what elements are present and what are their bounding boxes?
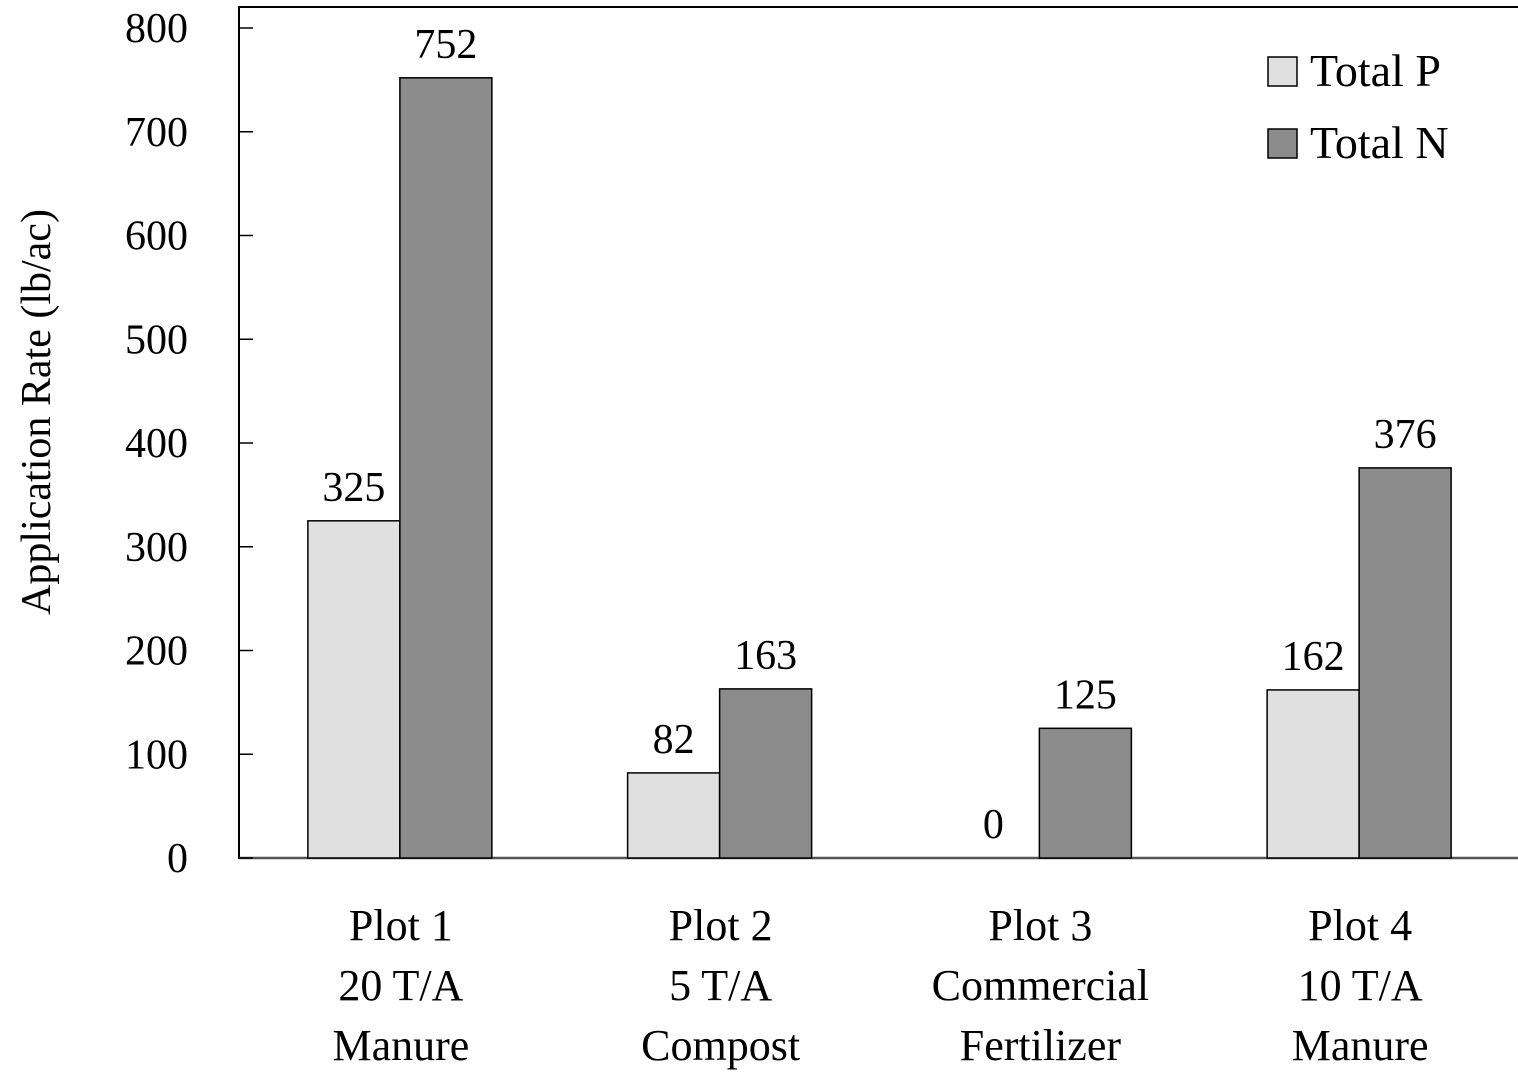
x-category-line: 5 T/A (669, 961, 772, 1010)
data-label: 125 (1054, 672, 1117, 718)
x-category-label: Plot 2 5 T/A Compost (641, 901, 800, 1070)
x-category-line: 20 T/A (338, 961, 463, 1010)
x-category-label: Plot 4 10 T/A Manure (1292, 901, 1429, 1070)
x-category-line: Plot 4 (1308, 901, 1412, 950)
y-tick-label: 500 (125, 317, 188, 363)
y-axis-label: Application Rate (lb/ac) (14, 209, 60, 615)
bar-total-p (1266, 689, 1360, 859)
bar-total-n (718, 688, 813, 859)
data-label: 325 (322, 465, 385, 511)
x-category-line: Compost (641, 1021, 800, 1070)
y-tick-label: 300 (125, 525, 188, 571)
x-category-line: Plot 3 (988, 901, 1092, 950)
y-tick-label: 400 (125, 421, 188, 467)
data-label: 163 (734, 633, 797, 679)
x-category-line: 10 T/A (1298, 961, 1423, 1010)
y-axis: 0 100 200 300 400 500 600 700 800 (125, 6, 253, 882)
y-tick-label: 800 (125, 6, 188, 52)
legend-label: Total P (1310, 45, 1441, 96)
x-category-label: Plot 1 20 T/A Manure (332, 901, 469, 1070)
legend-label: Total N (1310, 117, 1449, 168)
data-labels: 325 752 82 163 0 125 162 376 (322, 22, 1436, 848)
bar-total-n (1358, 467, 1452, 859)
data-label: 376 (1374, 412, 1437, 458)
x-category-line: Plot 2 (669, 901, 773, 950)
x-category-line: Fertilizer (960, 1021, 1122, 1070)
y-tick-label: 600 (125, 214, 188, 260)
x-category-line: Plot 1 (349, 901, 453, 950)
bar-total-p (307, 520, 401, 859)
data-label: 82 (653, 717, 695, 763)
y-tick-label: 200 (125, 629, 188, 675)
legend-swatch (1267, 56, 1298, 87)
y-tick-label: 100 (125, 732, 188, 778)
legend: Total P Total N (1267, 45, 1449, 168)
y-tick-label: 700 (125, 110, 188, 156)
bar-total-n (1038, 727, 1133, 859)
data-label: 0 (983, 802, 1004, 848)
x-category-line: Manure (332, 1021, 469, 1070)
y-tick-label: 0 (167, 836, 188, 882)
bar-total-n (399, 77, 493, 859)
bar-total-p (626, 772, 721, 859)
data-label: 162 (1282, 634, 1345, 680)
data-label: 752 (414, 22, 477, 68)
x-category-line: Commercial (932, 961, 1150, 1010)
x-category-label: Plot 3 Commercial Fertilizer (932, 901, 1150, 1070)
legend-swatch (1267, 128, 1298, 159)
x-category-line: Manure (1292, 1021, 1429, 1070)
bars (307, 77, 1452, 859)
